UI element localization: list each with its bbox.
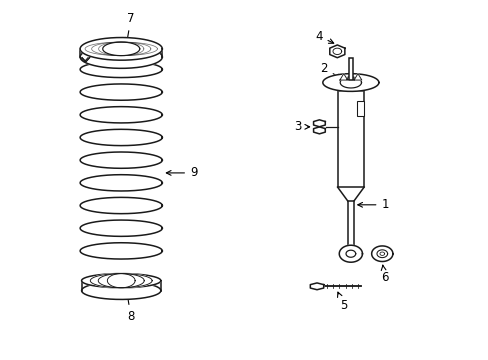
FancyBboxPatch shape: [348, 58, 352, 80]
Polygon shape: [339, 74, 347, 80]
Text: 6: 6: [380, 265, 387, 284]
FancyBboxPatch shape: [337, 91, 364, 187]
Polygon shape: [80, 197, 162, 214]
Polygon shape: [80, 107, 162, 123]
Polygon shape: [80, 220, 162, 237]
Text: 4: 4: [315, 30, 333, 43]
Polygon shape: [107, 274, 135, 288]
Text: 3: 3: [294, 120, 309, 133]
Polygon shape: [81, 274, 161, 288]
Polygon shape: [346, 250, 355, 257]
FancyBboxPatch shape: [356, 101, 363, 116]
Polygon shape: [310, 283, 323, 290]
Polygon shape: [80, 175, 162, 191]
Text: 2: 2: [320, 62, 341, 79]
Polygon shape: [80, 37, 162, 60]
Text: 9: 9: [166, 166, 197, 179]
Polygon shape: [80, 243, 162, 259]
FancyBboxPatch shape: [347, 201, 353, 247]
Polygon shape: [340, 77, 361, 88]
Text: 5: 5: [337, 292, 346, 312]
Polygon shape: [80, 46, 162, 68]
Polygon shape: [80, 61, 162, 77]
Polygon shape: [313, 127, 325, 134]
Polygon shape: [322, 74, 378, 91]
Text: 1: 1: [357, 198, 388, 211]
Polygon shape: [80, 152, 162, 168]
Polygon shape: [80, 129, 162, 145]
Polygon shape: [81, 282, 161, 300]
Polygon shape: [102, 42, 140, 56]
Polygon shape: [353, 74, 361, 80]
Text: 7: 7: [125, 12, 134, 42]
Polygon shape: [98, 274, 144, 288]
Text: 8: 8: [125, 291, 134, 323]
Polygon shape: [313, 120, 325, 127]
Polygon shape: [371, 246, 392, 261]
Polygon shape: [379, 252, 384, 256]
Polygon shape: [376, 250, 387, 258]
Polygon shape: [346, 73, 354, 80]
Polygon shape: [90, 274, 152, 288]
Polygon shape: [329, 45, 344, 58]
Polygon shape: [339, 245, 362, 262]
Polygon shape: [80, 84, 162, 100]
